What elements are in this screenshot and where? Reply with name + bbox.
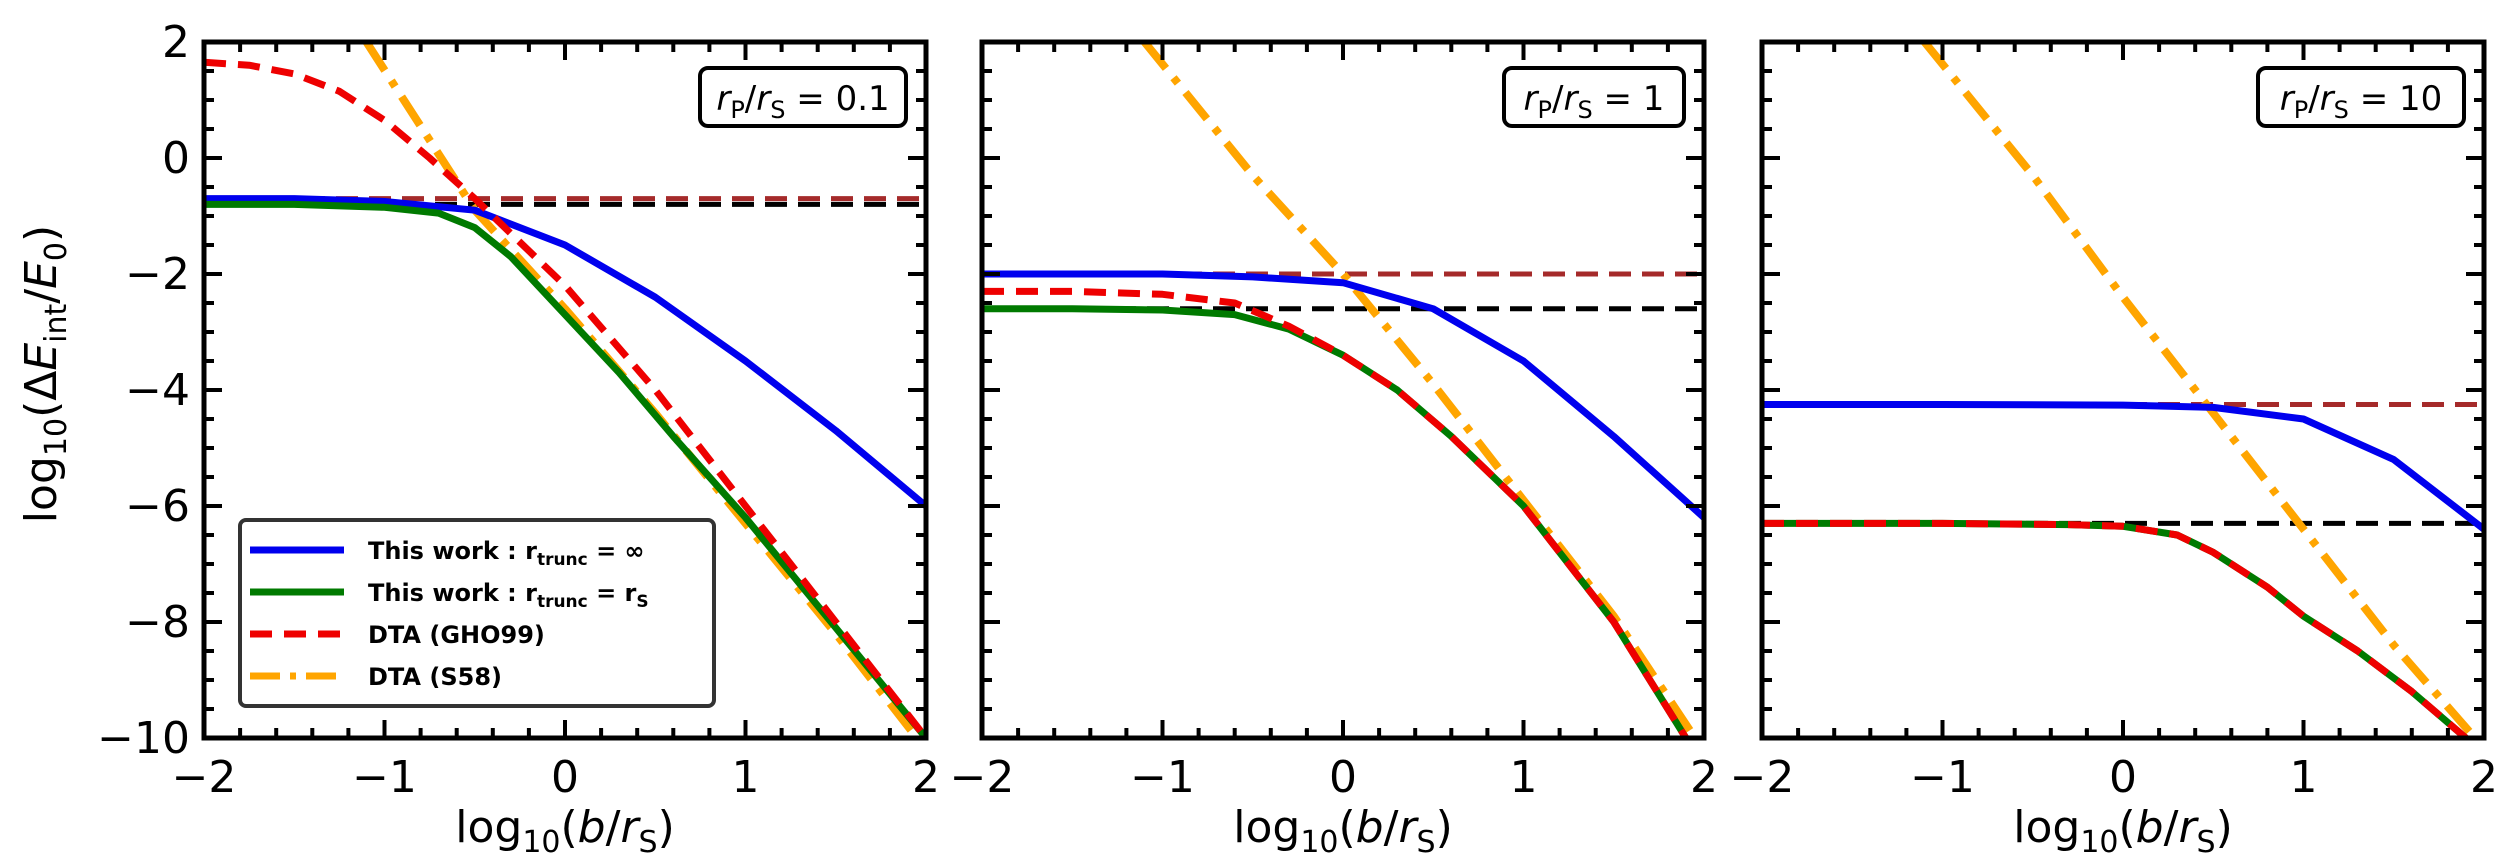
series-this-work-r-trunc-rs [982, 305, 1689, 738]
series-this-work-r-trunc-rs [1762, 519, 2469, 738]
legend-label: This work : rtrunc = ∞ [368, 537, 645, 570]
y-tick-label: −8 [125, 597, 190, 648]
legend-label: DTA (GHO99) [368, 621, 545, 649]
axes-frame [1759, 39, 2487, 741]
annotation-box [698, 66, 908, 128]
x-tick-label: −1 [1910, 752, 1975, 803]
panel-annotation: rP/rS = 10 [2280, 79, 2443, 124]
series-dta-s58 [1141, 42, 1699, 738]
series-this-work-r-trunc [982, 270, 1704, 521]
panel-annotation: rP/rS = 0.1 [716, 79, 889, 124]
series-dta-gho99 [1762, 519, 2469, 738]
panel-annotation: rP/rS = 1 [1524, 79, 1665, 124]
panel-3: −2 −1 0 1 2 log10(b/rS) rP/rS = 10 [1730, 39, 2498, 860]
x-tick-label: 1 [732, 752, 760, 803]
panel-1-series [204, 42, 926, 738]
x-axis-title: log10(b/rS) [455, 802, 675, 860]
x-axis-title: log10(b/rS) [1233, 802, 1453, 860]
y-tick-label: 2 [162, 17, 190, 68]
axes-frame [979, 39, 1707, 741]
panel-2: −2 −1 0 1 2 log10(b/rS) rP/rS = 1 [950, 39, 1718, 860]
x-tick-label: −1 [352, 752, 417, 803]
series-dta-s58 [1921, 42, 2479, 738]
x-tick-label: −2 [950, 752, 1015, 803]
x-tick-label: −2 [172, 752, 237, 803]
series-dta-gho99 [982, 287, 1689, 738]
x-tick-label: 0 [1329, 752, 1357, 803]
series-this-work-r-trunc [1762, 401, 2484, 532]
annotation-box [2256, 66, 2466, 128]
x-axis-title: log10(b/rS) [2013, 802, 2233, 860]
panel-2-series [982, 42, 1704, 738]
legend: This work : rtrunc = ∞ This work : rtrunc… [238, 518, 716, 708]
x-tick-label: 2 [2470, 752, 2498, 803]
x-tick-label: −2 [1730, 752, 1795, 803]
series-dta-gho99 [204, 58, 926, 738]
legend-frame [238, 518, 716, 708]
x-tick-label: 1 [2290, 752, 2318, 803]
x-tick-label: 1 [1510, 752, 1538, 803]
y-tick-label: −6 [125, 481, 190, 532]
series-this-work-r-trunc-rs [204, 200, 926, 738]
x-tick-label: 0 [2109, 752, 2137, 803]
y-axis-title: log10(ΔEint/E0) [16, 225, 74, 523]
y-tick-label: 0 [162, 133, 190, 184]
y-tick-label: −4 [125, 365, 190, 416]
legend-label: DTA (S58) [368, 663, 502, 691]
x-tick-label: 0 [551, 752, 579, 803]
legend-label: This work : rtrunc = rS [368, 579, 649, 612]
x-tick-label: −1 [1130, 752, 1195, 803]
annotation-box [1502, 66, 1686, 128]
x-tick-label: 2 [912, 752, 940, 803]
series-this-work-r-trunc [204, 195, 926, 509]
panel-3-series [1762, 42, 2484, 738]
y-tick-label: −10 [97, 713, 190, 764]
x-tick-label: 2 [1690, 752, 1718, 803]
y-tick-label: −2 [125, 249, 190, 300]
